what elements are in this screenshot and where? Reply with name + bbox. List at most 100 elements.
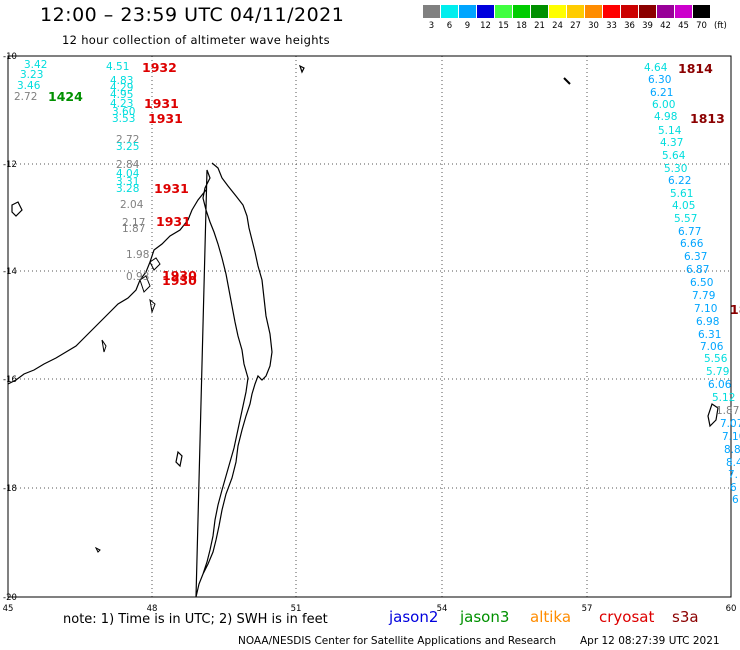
swh-value: 3.42 [24,59,47,71]
lat-tick-label: -14 [3,267,17,277]
islet-south [175,450,183,468]
swh-value: 5.30 [664,163,687,175]
legend-swatch [441,5,458,18]
map-subtitle: 12 hour collection of altimeter wave hei… [62,33,330,47]
legend-swatch [657,5,674,18]
swh-value: 4.64 [644,62,668,74]
lon-tick-label: 57 [582,604,593,614]
swh-value: 5.56 [704,353,728,365]
swh-value: 6.77 [678,226,701,238]
lon-tick-label: 60 [726,604,737,614]
legend-label: 15 [498,21,509,31]
lat-tick-label: -12 [3,160,17,170]
swh-value: 6 [730,482,737,494]
swh-value: 6.30 [648,74,671,86]
lon-tick-label: 45 [3,604,14,614]
track-time-label: 1931 [144,96,179,111]
legend-swatch [531,5,548,18]
swh-value: 1.87 [716,405,739,417]
coastline-detail [101,257,161,353]
legend-label: 27 [570,21,581,31]
swh-value: 5.79 [706,366,729,378]
legend-label: 9 [464,21,471,31]
lat-tick-label: -10 [3,52,17,62]
legend-swatch [423,5,440,18]
swh-value: 7. [728,469,738,481]
lon-tick-label: 48 [147,604,158,614]
map-frame [7,55,732,598]
swh-value: 4.23 [110,98,133,110]
legend-swatch [621,5,638,18]
swh-value: 7.10 [722,431,740,443]
lat-tick-label: -16 [3,375,17,385]
swh-value: 6.31 [698,329,721,341]
swh-value: 3.31 [116,176,139,188]
swh-value: 0.93 [126,271,149,283]
swh-value: 6.50 [690,277,713,289]
track-time-label: 1424 [48,89,83,104]
lon-tick-label: 51 [291,604,302,614]
swh-value: 3.23 [20,69,43,81]
note-text: note: 1) Time is in UTC; 2) SWH is in fe… [63,612,328,627]
track-time-label: 1931 [156,214,191,229]
lon-tick-label: 54 [437,604,448,614]
legend-swatch [513,5,530,18]
legend-label: 45 [678,21,689,31]
swh-value: 3.28 [116,183,139,195]
swh-value: 2.72 [14,91,37,103]
legend-swatch [477,5,494,18]
legend-label: 36 [624,21,635,31]
swh-value: 6.98 [696,316,719,328]
swh-value: 5.12 [712,392,735,404]
legend-label: 21 [534,21,545,31]
swh-value: 7.79 [692,290,715,302]
swh-value: 5.57 [674,213,697,225]
legend-swatch [567,5,584,18]
island-north-small [298,64,305,74]
satellite-label: jason2 [389,608,439,626]
swh-value: 4.29 [110,82,133,94]
swh-value: 2.04 [120,199,144,211]
madagascar-coastline [195,162,273,598]
legend-swatch [675,5,692,18]
swh-value: 8.8 [724,444,740,456]
satellite-label: altika [530,608,572,626]
swh-value: 3.53 [112,113,135,125]
track-time-label: 1931 [154,181,189,196]
track-time-label: 1814 [678,61,713,76]
swh-value: 5.61 [670,188,693,200]
legend-label: 12 [480,21,491,31]
legend-label: 18 [516,21,527,31]
swh-value: 6.66 [680,238,704,250]
satellite-label: s3a [672,608,699,626]
track-time-label: 1930 [162,273,197,288]
swh-value: 4.83 [110,75,133,87]
swh-value: 2.72 [116,134,139,146]
satellite-label: jason3 [460,608,510,626]
swh-value: 7.10 [694,303,717,315]
track-time-label: 1932 [142,60,177,75]
swh-value: 5.64 [662,150,686,162]
swh-value: 8.4 [726,457,740,469]
swh-value: 4.04 [116,168,140,180]
lat-tick-label: -18 [3,484,17,494]
islet-southwest [94,546,101,553]
track-time-label: 1813 [690,111,725,126]
generation-timestamp: Apr 12 08:27:39 UTC 2021 [580,635,720,647]
legend-unit: (ft) [714,21,727,31]
swh-value: 4.98 [654,111,677,123]
madagascar-west-coast [7,189,207,385]
credit-text: NOAA/NESDIS Center for Satellite Applica… [238,635,556,647]
swh-value: 3.25 [116,141,139,153]
swh-value: 6.00 [652,99,675,111]
swh-value: 1.98 [126,249,149,261]
legend-swatch [495,5,512,18]
legend-label: 70 [696,21,707,31]
swh-value: 4.95 [110,89,133,101]
swh-value: 6 [732,494,739,506]
legend-swatch [693,5,710,18]
swh-value: 4.37 [660,137,683,149]
axis-ticks: 45 48 51 54 57 60 -10 -12 -14 -16 -18 -20 [3,52,737,614]
altimeter-observations: 3.423.233.462.724.514.834.294.954.233.60… [14,59,740,506]
